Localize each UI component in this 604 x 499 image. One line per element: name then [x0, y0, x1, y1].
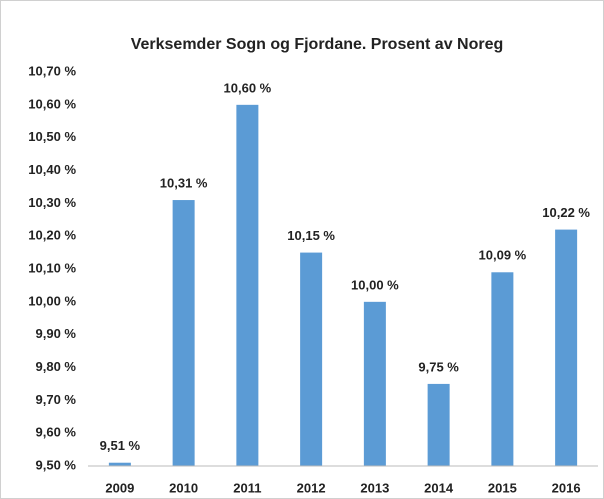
y-tick-label: 9,90 % [36, 326, 77, 341]
data-label: 9,75 % [418, 359, 459, 374]
y-tick-label: 10,30 % [28, 195, 76, 210]
chart-title: Verksemder Sogn og Fjordane. Prosent av … [131, 36, 504, 53]
x-tick-label: 2014 [424, 480, 454, 495]
y-tick-label: 9,60 % [36, 425, 77, 440]
y-tick-label: 10,50 % [28, 129, 76, 144]
bar [108, 462, 131, 466]
bar [172, 200, 195, 467]
x-tick-label: 2009 [105, 480, 134, 495]
data-label: 10,22 % [542, 205, 590, 220]
x-tick-label: 2016 [552, 480, 581, 495]
y-tick-label: 9,80 % [36, 359, 77, 374]
bar [300, 252, 323, 466]
y-tick-label: 10,20 % [28, 228, 76, 243]
y-tick-label: 9,70 % [36, 392, 77, 407]
y-tick-label: 10,40 % [28, 162, 76, 177]
bar [555, 229, 578, 466]
x-tick-label: 2012 [297, 480, 326, 495]
x-tick-label: 2015 [488, 480, 517, 495]
y-tick-label: 10,00 % [28, 293, 76, 308]
bar [491, 272, 514, 466]
data-label: 9,51 % [100, 438, 141, 453]
y-tick-label: 9,50 % [36, 457, 77, 472]
x-tick-label: 2010 [169, 480, 198, 495]
data-label: 10,60 % [224, 80, 272, 95]
y-tick-label: 10,10 % [28, 260, 76, 275]
y-tick-label: 10,60 % [28, 96, 76, 111]
bar [236, 104, 259, 466]
y-tick-label: 10,70 % [28, 63, 76, 78]
bar [363, 301, 386, 466]
data-label: 10,31 % [160, 175, 208, 190]
data-label: 10,15 % [287, 228, 335, 243]
bar [427, 383, 450, 466]
x-tick-label: 2011 [233, 480, 261, 495]
data-label: 10,09 % [479, 248, 527, 263]
x-tick-label: 2013 [360, 480, 389, 495]
data-label: 10,00 % [351, 277, 399, 292]
